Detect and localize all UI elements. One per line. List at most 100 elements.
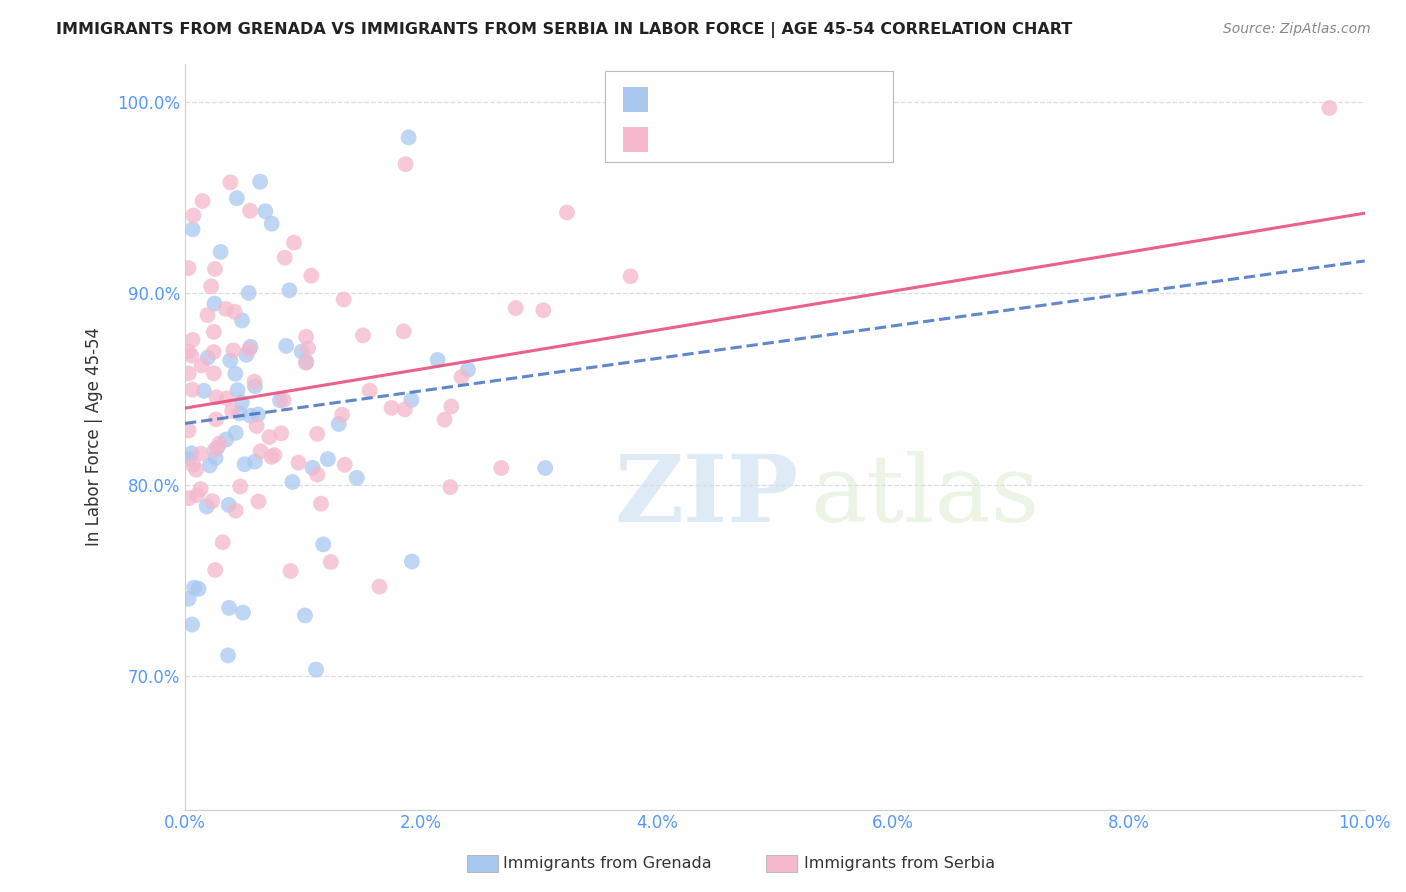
Point (202, 345, 225, 359)
Point (307, 467, 329, 482)
Point (181, 383, 204, 397)
Point (186, 488, 208, 502)
Point (243, 379, 266, 393)
Point (426, 353, 449, 368)
Point (209, 244, 232, 259)
Text: ZIP: ZIP (614, 451, 799, 541)
Point (489, 461, 512, 475)
Point (433, 412, 456, 426)
Point (239, 409, 262, 423)
Point (309, 497, 332, 511)
Point (269, 393, 291, 408)
Point (204, 450, 226, 465)
Point (233, 457, 256, 471)
Point (254, 204, 277, 219)
Point (231, 313, 253, 327)
Point (181, 458, 204, 472)
Point (215, 301, 238, 316)
Point (346, 471, 368, 485)
Point (205, 441, 228, 455)
Point (278, 283, 301, 297)
Point (328, 417, 350, 431)
Point (195, 500, 218, 514)
Text: 58: 58 (793, 87, 817, 106)
Point (231, 395, 253, 409)
Point (177, 344, 200, 359)
Point (299, 268, 322, 283)
Point (204, 262, 226, 277)
Point (183, 209, 205, 223)
Point (190, 359, 212, 373)
Text: N =: N = (758, 87, 800, 106)
Point (204, 296, 226, 310)
Point (394, 402, 416, 417)
Point (202, 325, 225, 339)
Y-axis label: In Labor Force | Age 45-54: In Labor Force | Age 45-54 (86, 327, 103, 546)
Point (1317, 101, 1340, 115)
Point (247, 408, 270, 422)
Point (307, 426, 329, 441)
Point (198, 458, 221, 473)
Point (332, 293, 354, 307)
Text: 0.195: 0.195 (692, 87, 745, 106)
Point (505, 301, 527, 315)
Point (208, 436, 231, 450)
Point (440, 400, 463, 414)
Point (226, 383, 249, 397)
Point (401, 392, 423, 407)
Point (249, 444, 271, 458)
Point (177, 424, 200, 438)
Point (305, 663, 328, 677)
Point (392, 325, 415, 339)
Text: N =: N = (758, 128, 800, 146)
Point (225, 425, 247, 440)
Point (228, 406, 250, 420)
Point (219, 353, 242, 368)
Point (395, 157, 418, 171)
Point (333, 458, 356, 472)
Point (534, 461, 557, 475)
Point (239, 340, 262, 354)
Point (219, 175, 242, 189)
Point (294, 608, 316, 623)
Point (218, 498, 240, 512)
Text: R =: R = (657, 87, 697, 106)
Point (238, 343, 260, 357)
Point (238, 285, 260, 300)
Point (439, 480, 461, 494)
Point (221, 404, 243, 418)
Point (190, 447, 212, 461)
Point (201, 494, 224, 508)
Point (197, 351, 219, 365)
Point (224, 304, 246, 318)
Point (619, 269, 641, 284)
Point (281, 475, 304, 489)
Point (359, 384, 381, 398)
Point (297, 341, 319, 355)
Point (276, 339, 298, 353)
Point (217, 648, 239, 663)
Point (177, 591, 200, 606)
Point (270, 426, 292, 441)
Point (555, 205, 578, 219)
Text: 79: 79 (793, 128, 817, 146)
Point (180, 446, 202, 460)
Point (183, 581, 205, 595)
Point (239, 203, 262, 218)
Point (190, 482, 212, 496)
Point (215, 433, 238, 447)
Point (205, 412, 228, 426)
Point (204, 563, 226, 577)
Point (191, 194, 214, 208)
Point (215, 392, 238, 406)
Point (202, 367, 225, 381)
Text: IMMIGRANTS FROM GRENADA VS IMMIGRANTS FROM SERBIA IN LABOR FORCE | AGE 45-54 COR: IMMIGRANTS FROM GRENADA VS IMMIGRANTS FR… (56, 22, 1073, 38)
Point (181, 617, 204, 632)
Point (222, 343, 245, 358)
Point (249, 175, 271, 189)
Point (368, 580, 391, 594)
Text: 0.246: 0.246 (692, 128, 745, 146)
Point (295, 355, 318, 369)
Point (229, 479, 252, 493)
Point (450, 370, 472, 384)
